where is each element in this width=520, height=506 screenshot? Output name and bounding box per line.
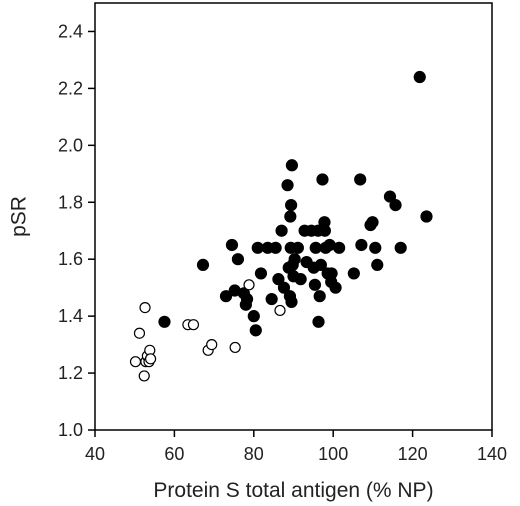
data-point-filled [314, 258, 327, 271]
data-point-filled [196, 258, 210, 271]
data-point-filled [316, 173, 329, 186]
data-point-filled [291, 241, 304, 254]
data-point-open [144, 353, 157, 365]
data-point-filled [318, 224, 331, 237]
data-point-filled [394, 241, 407, 254]
data-point-filled [371, 258, 384, 271]
data-point-filled [247, 310, 260, 323]
data-point-filled [288, 253, 301, 266]
axis-tick-labels: 40 60 80 100 120 140 1.0 1.2 1.4 1.6 1.8 2.0 2.2 2.4 [58, 21, 507, 464]
y-axis-title: pSR [8, 196, 31, 237]
data-point-open [187, 319, 200, 331]
x-tick-label: 120 [398, 444, 428, 464]
data-point-filled [231, 253, 245, 266]
y-tick-label: 1.8 [58, 192, 83, 212]
data-point-filled [313, 290, 326, 303]
data-point-filled [366, 216, 379, 229]
data-point-open [139, 301, 151, 314]
x-tick-label: 100 [318, 444, 348, 464]
data-point-filled [265, 292, 278, 306]
data-point-open [274, 304, 286, 317]
data-point-filled [383, 190, 397, 203]
x-tick-label: 140 [477, 444, 507, 464]
axis-ticks [88, 30, 493, 437]
y-tick-label: 2.0 [58, 135, 83, 155]
plot-border [94, 2, 493, 431]
x-tick-label: 60 [164, 444, 184, 464]
data-point-filled [272, 273, 285, 286]
data-point-filled [269, 241, 282, 254]
data-point-filled [158, 315, 171, 328]
data-point-filled [219, 290, 233, 303]
data-point-filled [354, 173, 367, 186]
data-point-open [229, 341, 241, 354]
data-point-filled [413, 70, 426, 84]
y-tick-label: 1.6 [58, 249, 83, 269]
y-tick-label: 1.2 [58, 363, 83, 383]
data-point-filled [312, 315, 325, 328]
data-point-filled [369, 241, 382, 254]
data-point-filled [308, 278, 322, 291]
data-points [129, 70, 433, 382]
data-point-filled [347, 267, 360, 280]
data-point-filled [275, 224, 288, 237]
x-axis-title: Protein S total antigen (% NP) [153, 479, 433, 502]
data-point-filled [249, 324, 262, 337]
y-tick-label: 1.0 [58, 420, 83, 440]
data-point-filled [294, 273, 307, 286]
plot-frame [94, 2, 493, 431]
data-point-open [133, 327, 146, 339]
data-point-filled [333, 241, 346, 254]
data-point-filled [285, 159, 299, 172]
data-point-filled [285, 199, 298, 212]
y-tick-label: 2.4 [58, 21, 83, 41]
data-point-filled [225, 238, 239, 252]
data-point-filled [281, 179, 294, 192]
y-tick-label: 1.4 [58, 306, 83, 326]
data-point-open [243, 279, 255, 291]
x-tick-label: 80 [244, 444, 264, 464]
data-point-open [138, 370, 150, 382]
y-tick-label: 2.2 [58, 78, 83, 98]
data-point-filled [277, 281, 291, 294]
data-point-open [206, 339, 218, 351]
data-point-filled [389, 199, 402, 212]
data-point-filled [420, 210, 433, 223]
data-point-filled [254, 267, 268, 280]
data-point-filled [285, 295, 298, 308]
x-tick-label: 40 [85, 444, 105, 464]
data-point-filled [239, 298, 252, 311]
data-point-filled [325, 267, 338, 280]
data-point-filled [355, 238, 368, 252]
data-point-filled [284, 210, 297, 223]
data-point-filled [329, 281, 342, 294]
data-point-open [129, 356, 142, 368]
